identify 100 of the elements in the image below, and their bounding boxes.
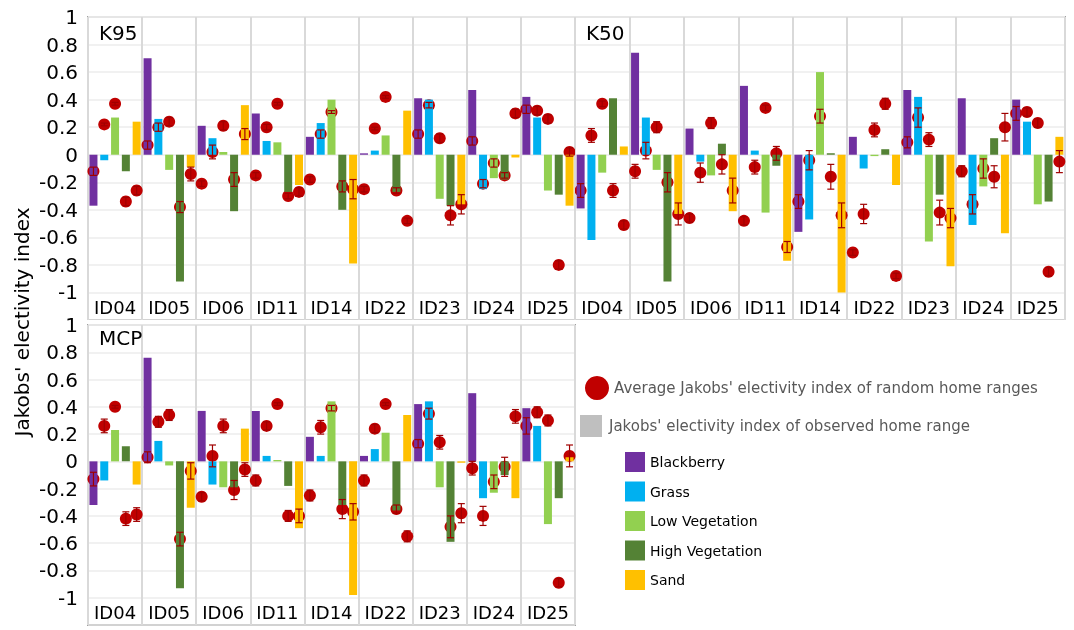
bar	[892, 154, 901, 186]
bar	[1000, 154, 1009, 234]
bar	[262, 140, 271, 155]
x-tick-label: ID14	[310, 296, 353, 318]
x-tick-label: ID24	[472, 296, 515, 318]
bar	[360, 455, 369, 462]
bar	[175, 154, 184, 282]
y-tick-label: 0.2	[46, 422, 78, 447]
bar	[674, 154, 683, 214]
x-tick-label: ID11	[744, 296, 787, 318]
bar	[349, 461, 358, 595]
y-tick-label: -0.2	[38, 170, 78, 195]
bar	[587, 154, 596, 241]
bar	[957, 98, 966, 155]
bar	[761, 154, 770, 213]
bar	[750, 150, 759, 155]
x-tick-label: ID11	[256, 601, 299, 623]
bar	[197, 125, 206, 155]
bar	[598, 154, 607, 173]
x-tick-label: ID04	[94, 601, 137, 623]
y-tick-label: -0.4	[38, 197, 78, 222]
bar	[294, 154, 303, 186]
bar	[533, 117, 542, 155]
x-tick-label: ID04	[581, 296, 624, 318]
bar	[435, 154, 444, 199]
bar	[946, 154, 955, 267]
bar	[1012, 99, 1021, 155]
bar	[990, 138, 999, 155]
bar	[707, 154, 716, 176]
y-tick-label: -1	[58, 280, 78, 305]
bar	[1055, 136, 1064, 155]
bar	[619, 146, 628, 155]
bar	[154, 118, 163, 155]
bar	[403, 110, 412, 155]
y-tick-label: 0.4	[46, 87, 78, 112]
chart-title: K50	[586, 21, 625, 45]
bar	[143, 58, 152, 155]
bar	[186, 461, 195, 508]
bar	[1033, 154, 1042, 205]
bar	[240, 105, 249, 155]
x-tick-label: ID24	[962, 296, 1005, 318]
bar	[479, 461, 488, 499]
y-tick-label: 0.2	[46, 115, 78, 140]
bar	[414, 404, 423, 462]
bar	[381, 135, 390, 155]
bar	[717, 143, 726, 155]
x-tick-label: ID25	[1016, 296, 1059, 318]
x-tick-label: ID06	[690, 296, 733, 318]
bar	[392, 154, 401, 192]
bar	[284, 461, 293, 486]
bar	[370, 150, 379, 155]
bar	[165, 461, 174, 466]
y-tick-label: -1	[58, 585, 78, 610]
bar	[435, 461, 444, 488]
bar	[294, 461, 303, 529]
x-tick-label: ID23	[418, 296, 461, 318]
bar	[816, 72, 824, 155]
bar	[327, 401, 336, 462]
bar	[121, 446, 130, 462]
bar	[457, 154, 466, 205]
bar	[100, 461, 109, 481]
bar	[554, 154, 563, 195]
x-tick-label: ID06	[202, 601, 245, 623]
y-axis-title: Jakobs' electivity index	[10, 207, 34, 437]
x-tick-label: ID25	[526, 296, 569, 318]
bar	[522, 96, 531, 155]
chart-title: MCP	[99, 326, 143, 350]
bar	[543, 461, 552, 525]
bar	[154, 440, 163, 462]
x-tick-label: ID06	[202, 296, 245, 318]
bar	[424, 99, 433, 155]
x-tick-label: ID05	[148, 601, 191, 623]
bar	[111, 430, 120, 462]
bar	[837, 154, 846, 293]
bar	[479, 154, 488, 190]
y-tick-label: 0.4	[46, 394, 78, 419]
bar	[1022, 121, 1031, 155]
chart-title: K95	[99, 21, 138, 45]
bar	[186, 154, 195, 168]
x-tick-label: ID14	[798, 296, 842, 318]
bar	[305, 136, 314, 155]
x-tick-label: ID23	[907, 296, 950, 318]
bar	[935, 154, 944, 195]
bar	[349, 154, 358, 264]
legend-label: Sand	[650, 572, 686, 588]
bar	[262, 455, 271, 462]
x-tick-label: ID05	[148, 296, 191, 318]
y-tick-label: -0.6	[38, 531, 78, 556]
bar	[848, 136, 857, 155]
y-tick-label: 1	[65, 5, 78, 29]
bar	[968, 154, 977, 225]
bar	[273, 142, 282, 155]
bar	[132, 121, 141, 155]
bar	[663, 154, 672, 282]
x-tick-label: ID05	[635, 296, 678, 318]
bar	[511, 461, 520, 499]
bar	[230, 461, 239, 488]
bar	[111, 117, 120, 155]
y-tick-label: 0	[65, 449, 78, 474]
bar	[392, 461, 401, 511]
